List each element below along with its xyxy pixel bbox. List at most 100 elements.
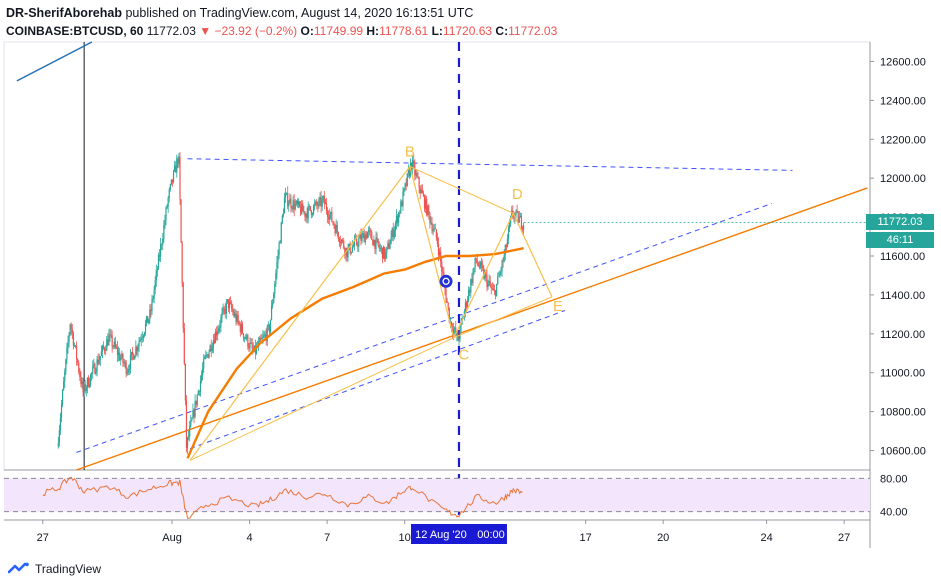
candle-body [300,206,302,214]
candle-body [57,443,59,447]
candle-body [169,184,171,190]
tradingview-logo-icon[interactable] [8,562,30,576]
candle-body [74,345,77,347]
published-info: published on TradingView.com, August 14,… [125,6,474,20]
candle-body [415,173,417,176]
candle-body [376,237,378,240]
pattern-path[interactable] [189,165,553,461]
trendlines[interactable] [16,41,868,471]
x-tick-label: Aug [162,532,182,544]
candle-body [80,376,82,385]
candle-body [238,321,240,325]
candle-body [199,380,202,392]
candle-body [302,203,304,212]
candle-body [292,200,294,209]
dashed-trendline[interactable] [189,310,566,450]
candle-body [294,203,296,210]
candle-body [513,215,515,218]
bar-countdown: 46:11 [866,232,934,248]
candle-body [298,201,301,207]
candle-body [95,371,97,374]
candle-body [122,353,124,363]
candle-body [209,345,211,352]
candle-body [141,337,143,340]
candle-body [151,299,153,312]
candle-body [385,252,387,259]
candle-body [297,201,300,205]
pattern-leg-bd[interactable] [409,166,514,214]
candle-body [133,354,135,360]
candle-body [307,206,309,219]
author-name[interactable]: DR-SherifAborehab [6,6,122,20]
candle-body [113,341,115,347]
candle-body [172,170,175,183]
candle-body [490,286,492,289]
symbol-name[interactable]: COINBASE:BTCUSD, 60 [6,24,144,38]
candle-body [114,341,116,348]
candle-body [73,345,76,347]
candle-body [227,299,230,309]
candle-body [207,354,209,358]
candle-body [208,351,210,358]
candle-body [276,262,278,273]
candle-body [469,289,471,293]
candle-body [519,215,521,218]
candle-body [251,343,253,349]
candle-body [152,298,154,300]
candle-body [358,238,360,247]
candle-body [65,359,67,372]
solid-trendline[interactable] [16,41,93,82]
candle-body [96,359,98,372]
candle-body [338,238,341,243]
tradingview-brand[interactable]: TradingView [35,562,102,576]
candle-body [237,314,239,322]
candle-body [224,308,226,314]
candle-body [482,265,484,269]
candle-body [331,211,333,222]
candle-body [183,328,185,364]
y-tick-label: 11600.00 [880,251,925,263]
grid [3,41,871,548]
pattern-abcde[interactable]: B C D E [189,144,563,461]
candle-body [71,328,73,334]
candle-body [306,213,308,219]
candle-body [483,268,485,279]
pattern-leg-ac[interactable] [189,337,455,461]
solid-trendline[interactable] [76,187,868,471]
candle-body [270,305,273,320]
candle-body [91,372,93,375]
candle-body [416,173,418,177]
pattern-leg-ce[interactable] [453,296,553,339]
candle-body [312,205,315,214]
candle-body [429,213,431,224]
candle-body [489,281,491,287]
candle-body [182,282,184,329]
candle-body [170,179,172,185]
candle-body [60,404,63,418]
candle-body [428,205,430,214]
candle-body [217,331,219,336]
dashed-trendline[interactable] [187,158,793,171]
candle-body [391,228,393,237]
candle-body [231,303,233,310]
candle-body [450,321,453,330]
crosshair-time-label: 00:00 [477,529,505,541]
candle-body [515,210,517,215]
candle-body [484,273,486,279]
x-tick-label: 7 [324,532,330,544]
event-marker-icon[interactable] [439,274,453,288]
candle-body [205,354,207,357]
candle-body [479,262,482,268]
candle-body [288,203,290,207]
close-label: C: [495,24,509,38]
candle-body [126,372,128,374]
dashed-trendline[interactable] [76,203,772,453]
candle-body [314,204,316,206]
candle-body [79,371,81,377]
candle-body [184,363,186,401]
candle-body [102,345,105,349]
candle-body [335,225,337,234]
candle-body [146,316,148,324]
candle-body [438,251,441,256]
